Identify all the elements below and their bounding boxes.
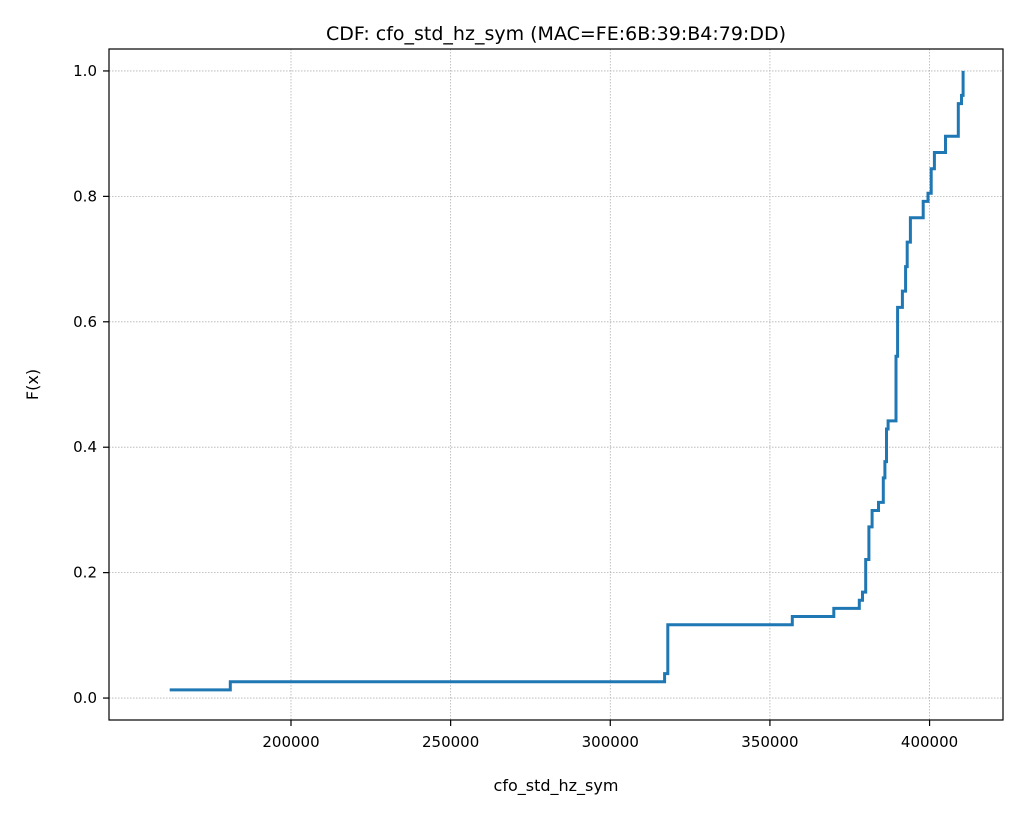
- grid-lines: [109, 49, 1003, 720]
- series-layer: [169, 70, 965, 692]
- y-tick-label: 0.0: [73, 689, 97, 707]
- y-axis-label: F(x): [23, 369, 42, 400]
- cdf-series-line: [169, 70, 965, 692]
- y-tick-label: 1.0: [73, 62, 97, 80]
- x-tick-label: 200000: [262, 733, 319, 751]
- y-tick-label: 0.8: [73, 187, 97, 205]
- y-tick-label: 0.4: [73, 438, 97, 456]
- plot-frame: [108, 48, 1004, 721]
- x-axis: 200000 250000 300000 350000 400000: [262, 720, 958, 751]
- x-tick-label: 350000: [741, 733, 798, 751]
- y-axis: 0.0 0.2 0.4 0.6 0.8 1.0: [73, 62, 109, 707]
- x-tick-label: 400000: [901, 733, 958, 751]
- x-tick-label: 300000: [582, 733, 639, 751]
- y-tick-label: 0.2: [73, 564, 97, 582]
- x-tick-label: 250000: [422, 733, 479, 751]
- y-tick-label: 0.6: [73, 313, 97, 331]
- x-axis-label: cfo_std_hz_sym: [494, 776, 619, 796]
- chart-title: CDF: cfo_std_hz_sym (MAC=FE:6B:39:B4:79:…: [326, 23, 786, 45]
